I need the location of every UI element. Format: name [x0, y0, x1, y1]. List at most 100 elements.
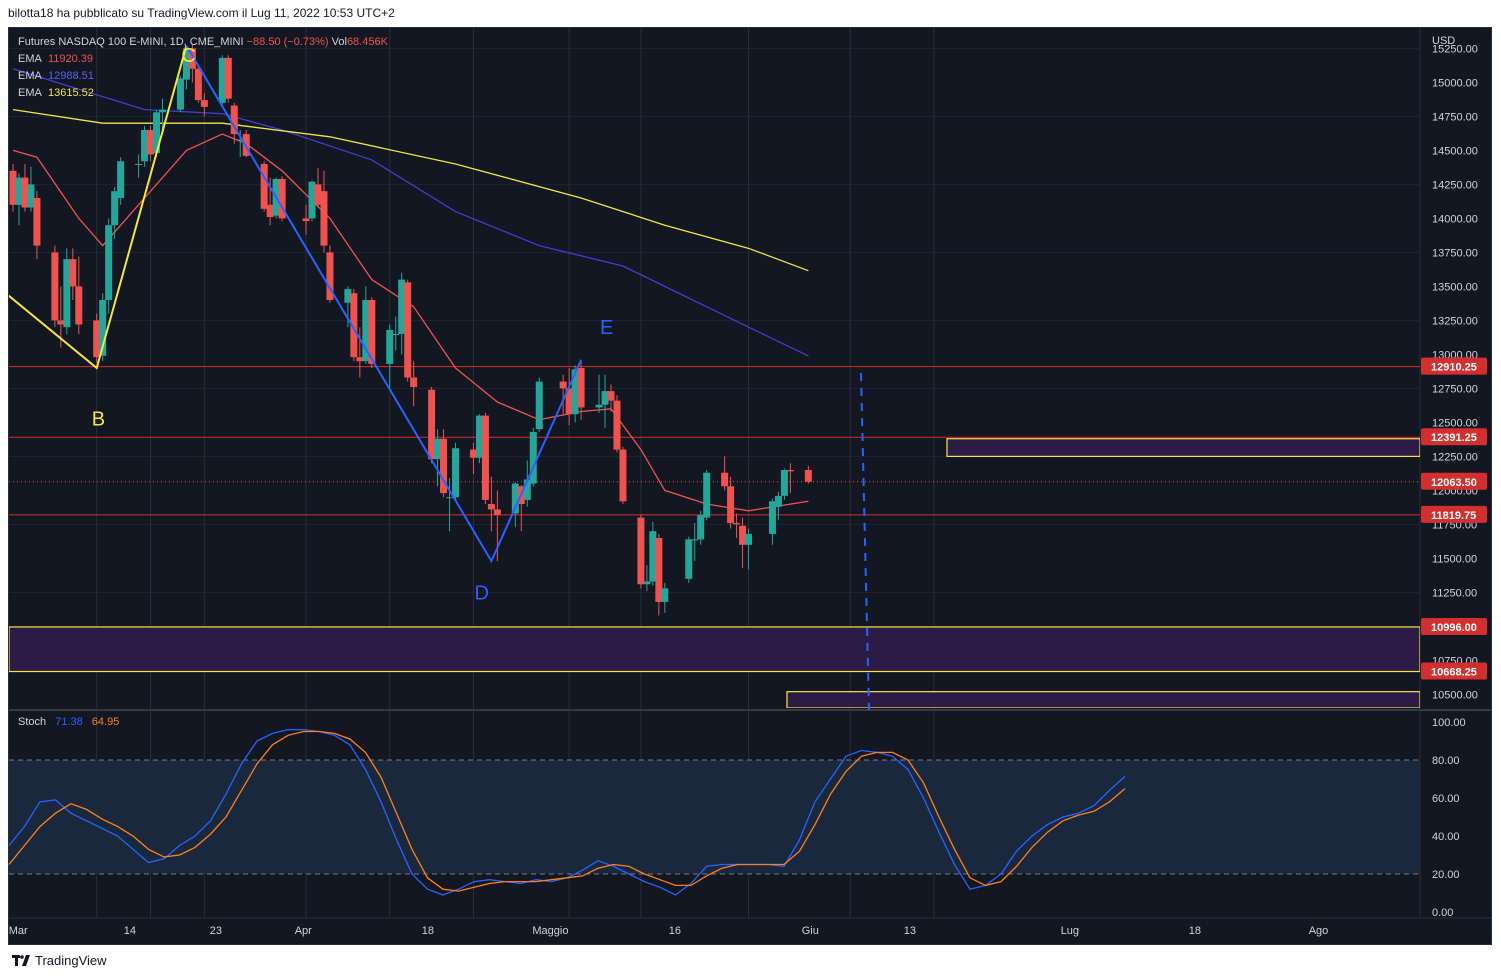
stoch-band	[9, 760, 1420, 874]
candle-up	[236, 139, 244, 141]
candle-down	[266, 204, 274, 218]
candle-down	[487, 504, 495, 510]
x-tick-label: 18	[1189, 925, 1201, 937]
candle-up	[661, 588, 669, 602]
candle-up	[745, 533, 753, 545]
stoch-d-value: 64.95	[91, 716, 120, 728]
candle-up	[452, 448, 460, 498]
x-tick-label: 16	[669, 925, 681, 937]
candle-up	[529, 431, 537, 484]
candle-up	[446, 497, 454, 499]
stoch-tick-label: 60.00	[1432, 793, 1460, 805]
y-tick-label: 14250.00	[1432, 179, 1478, 191]
y-tick-label: 12250.00	[1432, 451, 1478, 463]
candle-down	[9, 170, 17, 205]
price-badge-label: 10668.25	[1431, 667, 1477, 679]
candle-up	[643, 581, 651, 585]
candle-down	[655, 538, 663, 602]
candle-up	[141, 130, 149, 162]
ema-row-1: EMA 11920.39	[18, 51, 388, 68]
price-badge	[1421, 617, 1487, 635]
candle-up	[649, 531, 657, 582]
y-tick-label: 14000.00	[1432, 213, 1478, 225]
y-tick-label: 11250.00	[1432, 587, 1477, 599]
ema-label: EMA	[18, 70, 42, 82]
candle-down	[721, 472, 729, 487]
candle-down	[93, 320, 101, 358]
price-badge	[1421, 357, 1487, 375]
candle-up	[685, 539, 693, 579]
symbol-row: Futures NASDAQ 100 E-MINI, 1D, CME_MINI …	[18, 34, 388, 51]
candle-up	[386, 329, 394, 364]
candle-up	[308, 181, 316, 219]
candle-up	[434, 438, 442, 460]
candle-down	[469, 449, 477, 458]
candle-down	[577, 368, 585, 408]
stoch-tick-label: 40.00	[1432, 831, 1460, 843]
candle-up	[117, 161, 125, 198]
wave-label: D	[474, 582, 488, 604]
x-tick-label: Maggio	[532, 925, 568, 937]
price-badge	[1421, 505, 1487, 523]
volume-value: 68.456K	[346, 36, 388, 48]
candle-up	[595, 404, 603, 408]
candle-down	[733, 523, 741, 525]
candle-down	[21, 177, 29, 208]
supply-demand-zone	[9, 626, 1420, 673]
candle-down	[314, 184, 322, 205]
ema-value-slow: 13615.52	[47, 87, 94, 99]
x-tick-label: Ago	[1309, 925, 1329, 937]
candle-down	[786, 470, 794, 472]
price-badge-label: 10996.00	[1431, 622, 1477, 634]
candle-down	[428, 389, 436, 460]
candle-up	[774, 495, 782, 507]
ema-value-fast: 11920.39	[47, 53, 94, 65]
candle-up	[768, 501, 776, 534]
price-badge-label: 12910.25	[1431, 362, 1477, 374]
candle-up	[691, 539, 699, 541]
y-tick-label: 15250.00	[1432, 43, 1478, 55]
wave-label: E	[600, 317, 613, 339]
candle-up	[135, 164, 143, 165]
stoch-tick-label: 0.00	[1432, 907, 1453, 919]
candle-down	[302, 218, 310, 222]
candle-down	[147, 130, 155, 155]
y-tick-label: 14500.00	[1432, 145, 1478, 157]
candle-down	[619, 449, 627, 502]
elliott-wave-line	[185, 45, 583, 564]
ema-row-3: EMA 13615.52	[18, 85, 388, 102]
x-tick-label: 18	[422, 925, 434, 937]
price-badge	[1421, 472, 1487, 490]
x-tick-label: 14	[124, 925, 136, 937]
candle-down	[559, 381, 567, 389]
candle-down	[320, 191, 328, 246]
candle-up	[15, 177, 23, 205]
candle-down	[356, 357, 364, 362]
stoch-k-value: 71.38	[55, 716, 83, 728]
candle-up	[535, 381, 543, 430]
stoch-tick-label: 80.00	[1432, 755, 1460, 767]
candle-up	[697, 514, 705, 540]
y-tick-label: 12750.00	[1432, 383, 1478, 395]
ema-label: EMA	[18, 87, 42, 99]
stoch-label: Stoch	[18, 716, 47, 728]
candle-down	[188, 48, 196, 69]
candle-up	[344, 289, 352, 303]
candle-down	[637, 517, 645, 585]
candle-down	[69, 259, 77, 287]
y-tick-label: 13500.00	[1432, 281, 1478, 293]
candle-up	[392, 334, 400, 335]
supply-demand-zone	[946, 438, 1420, 458]
ema-line-2	[12, 68, 809, 357]
x-tick-label: Lug	[1061, 925, 1079, 937]
wave-label: B	[92, 408, 105, 430]
symbol-label: Futures NASDAQ 100 E-MINI, 1D, CME_MINI	[18, 36, 244, 48]
price-legend: Futures NASDAQ 100 E-MINI, 1D, CME_MINI …	[18, 34, 388, 102]
x-tick-label: Apr	[295, 925, 312, 937]
x-tick-label: 23	[210, 925, 222, 937]
price-badge-label: 12391.25	[1431, 432, 1477, 444]
price-badge	[1421, 662, 1487, 680]
footer-brand[interactable]: TradingView	[12, 953, 107, 968]
stoch-legend: Stoch 71.38 64.95	[18, 716, 119, 728]
